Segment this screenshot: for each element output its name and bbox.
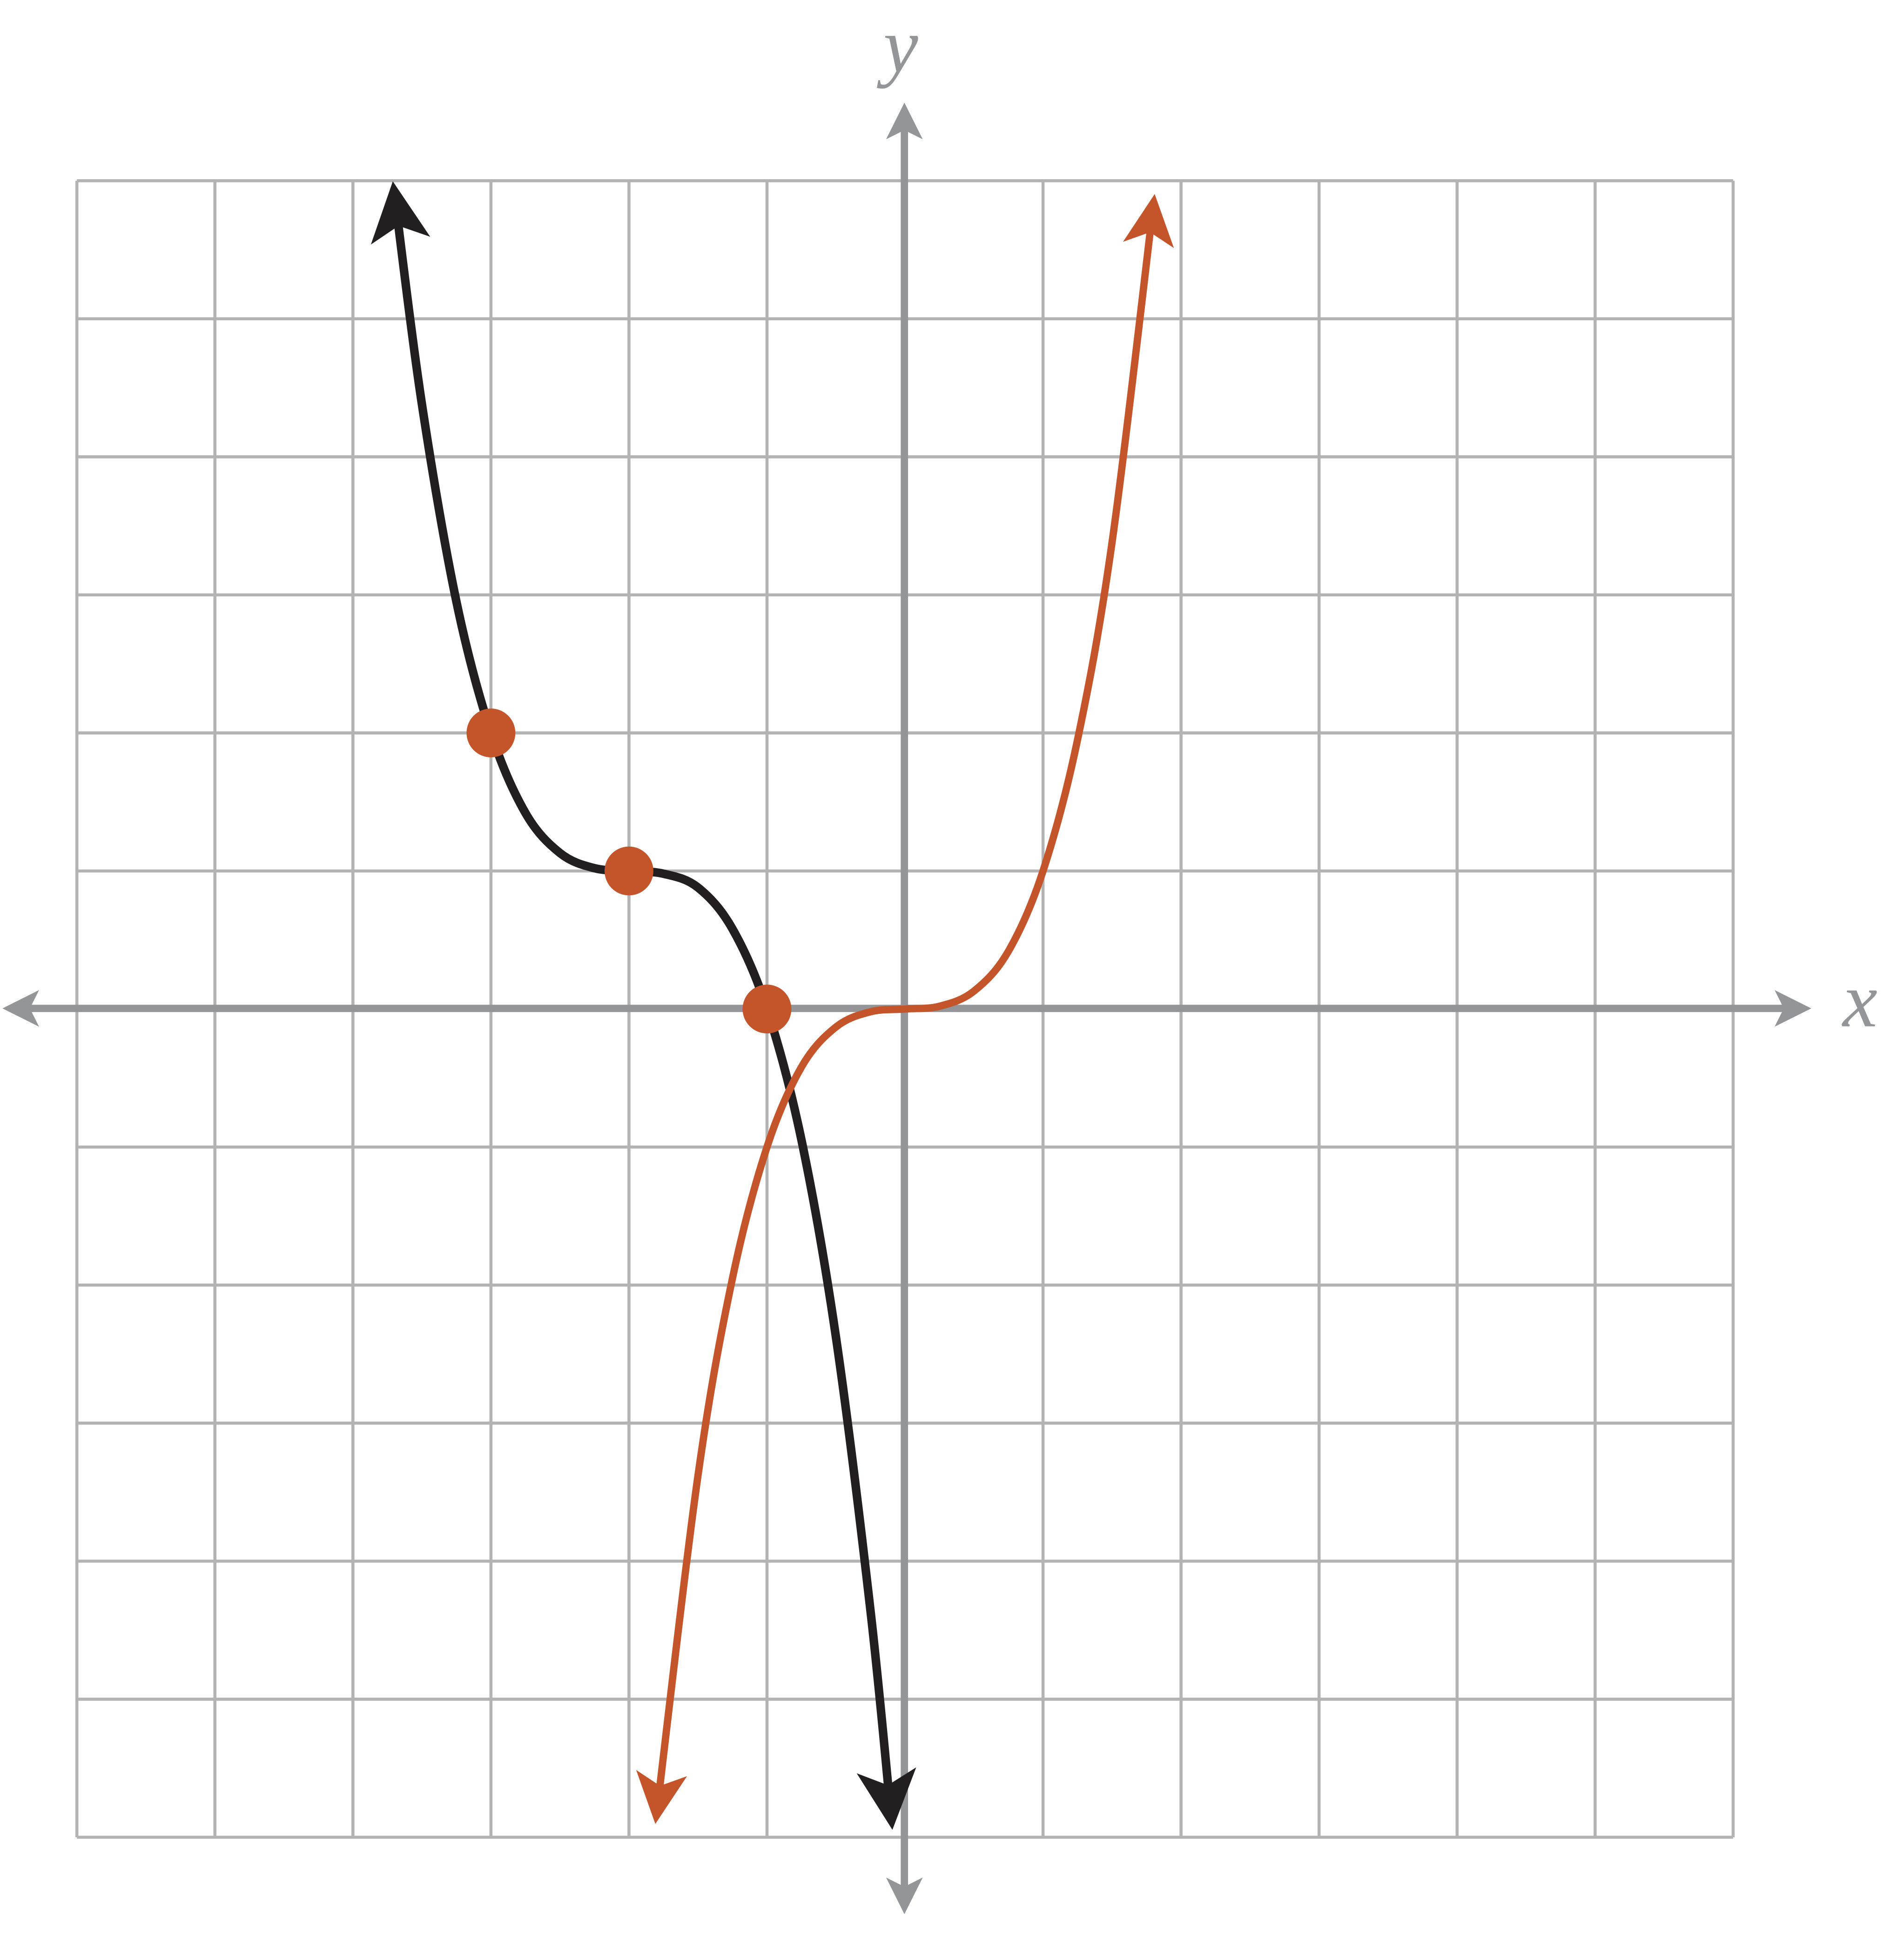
x-axis-label: x	[1841, 957, 1877, 1044]
point	[466, 708, 516, 758]
point	[742, 984, 792, 1034]
point	[604, 846, 653, 896]
axes: x y	[2, 2, 1877, 1915]
curve	[636, 194, 1174, 1824]
curves	[370, 181, 1174, 1830]
y-axis-label: y	[876, 2, 918, 89]
